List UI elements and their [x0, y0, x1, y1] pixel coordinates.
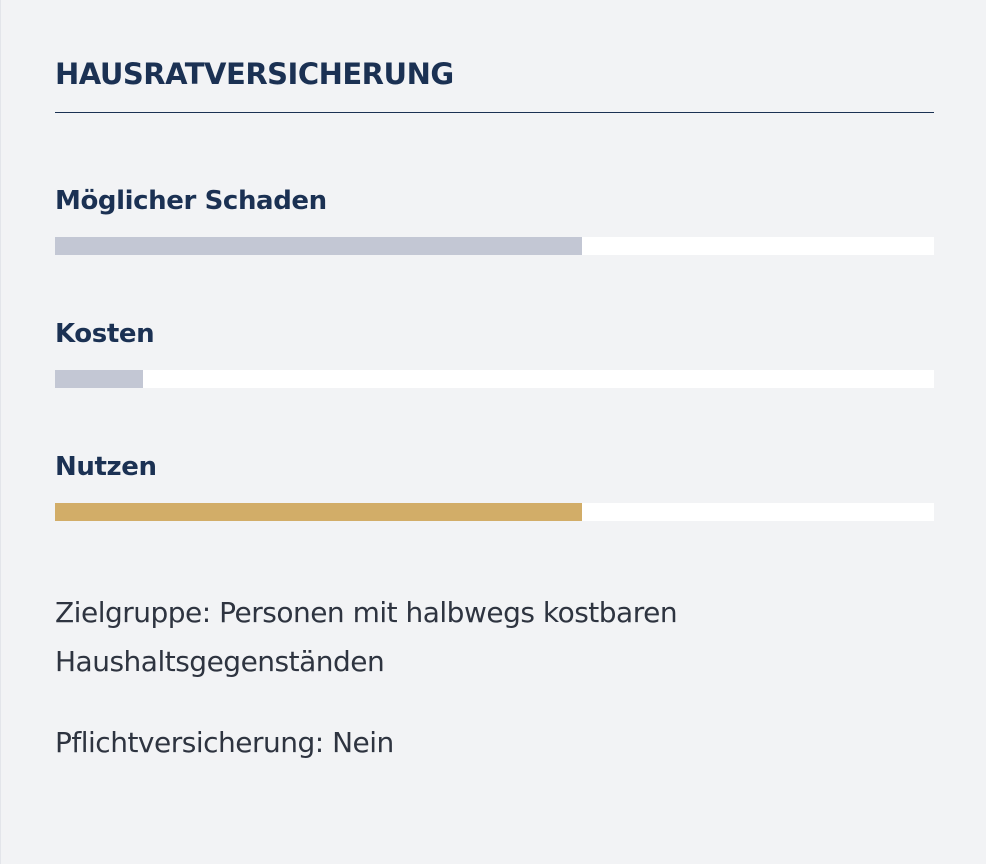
target-group-text: Zielgruppe: Personen mit halbwegs kostba… — [55, 596, 678, 678]
benefit-bar — [55, 503, 934, 521]
cost-bar — [55, 370, 934, 388]
title-divider — [55, 112, 934, 113]
cost-bar-fill — [55, 370, 143, 388]
damage-bar — [55, 237, 934, 255]
damage-bar-fill — [55, 237, 583, 255]
benefit-bar-fill — [55, 503, 583, 521]
metric-label-cost: Kosten — [55, 319, 155, 349]
metric-label-benefit: Nutzen — [55, 452, 157, 482]
mandatory-insurance-text: Pflichtversicherung: Nein — [55, 726, 394, 759]
metric-label-damage: Möglicher Schaden — [55, 186, 327, 216]
card-title: HAUSRATVERSICHERUNG — [55, 57, 454, 91]
